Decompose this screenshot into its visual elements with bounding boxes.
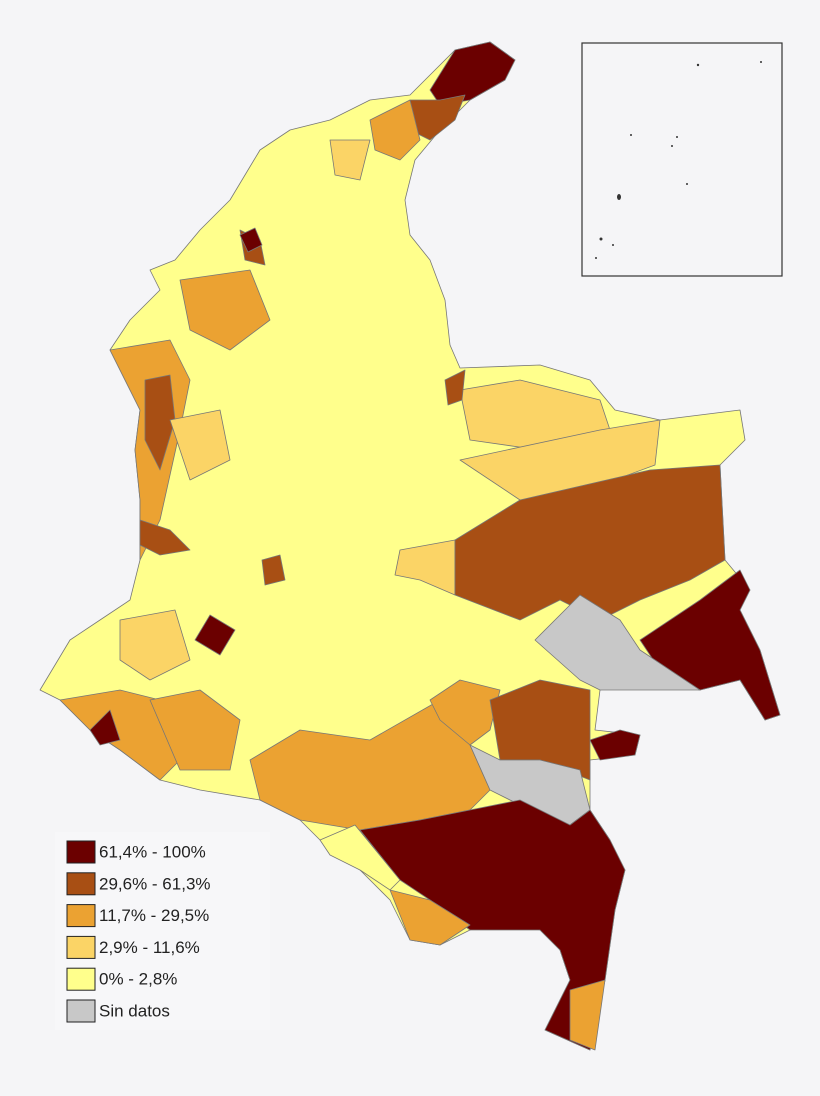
region	[319, 824, 401, 891]
island	[599, 237, 603, 241]
region	[119, 609, 191, 681]
legend-swatch	[66, 999, 96, 1023]
island	[696, 63, 700, 67]
region	[589, 729, 641, 761]
region	[149, 689, 241, 771]
legend-label: 2,9% - 11,6%	[99, 938, 200, 957]
region	[569, 979, 606, 1051]
region	[139, 519, 191, 556]
legend-swatch	[66, 840, 96, 864]
country	[39, 41, 781, 1051]
legend-label: 61,4% - 100%	[99, 842, 206, 861]
region	[389, 889, 471, 946]
island	[612, 244, 614, 246]
island	[760, 61, 762, 63]
region	[369, 99, 421, 161]
region	[444, 369, 466, 406]
legend-label: 0% - 2,8%	[99, 970, 177, 989]
region	[394, 539, 456, 596]
legend-box	[55, 832, 270, 1030]
region	[329, 139, 371, 181]
region	[179, 269, 271, 351]
region	[89, 709, 121, 746]
region	[144, 374, 176, 471]
legend-swatch	[66, 872, 96, 896]
inset	[581, 42, 783, 277]
island	[630, 134, 632, 136]
region	[454, 464, 726, 621]
region	[429, 679, 501, 746]
inset-frame	[581, 42, 783, 277]
region	[261, 554, 286, 586]
legend-label: Sin datos	[99, 1001, 170, 1020]
region	[169, 409, 231, 481]
region	[239, 227, 263, 253]
legend-swatch	[66, 904, 96, 928]
region	[249, 699, 491, 831]
island	[671, 145, 673, 147]
island	[617, 194, 621, 200]
legend-label: 29,6% - 61,3%	[99, 874, 211, 893]
island	[676, 136, 678, 138]
region	[534, 594, 701, 691]
region	[429, 41, 516, 106]
island	[686, 183, 688, 185]
legend: 61,4% - 100% 29,6% - 61,3% 11,7% - 29,5% 2,…	[55, 832, 270, 1030]
legend-swatch	[66, 967, 96, 991]
legend-label: 11,7% - 29,5%	[99, 906, 209, 925]
legend-swatch	[66, 935, 96, 959]
island	[595, 257, 597, 259]
region	[194, 614, 236, 656]
